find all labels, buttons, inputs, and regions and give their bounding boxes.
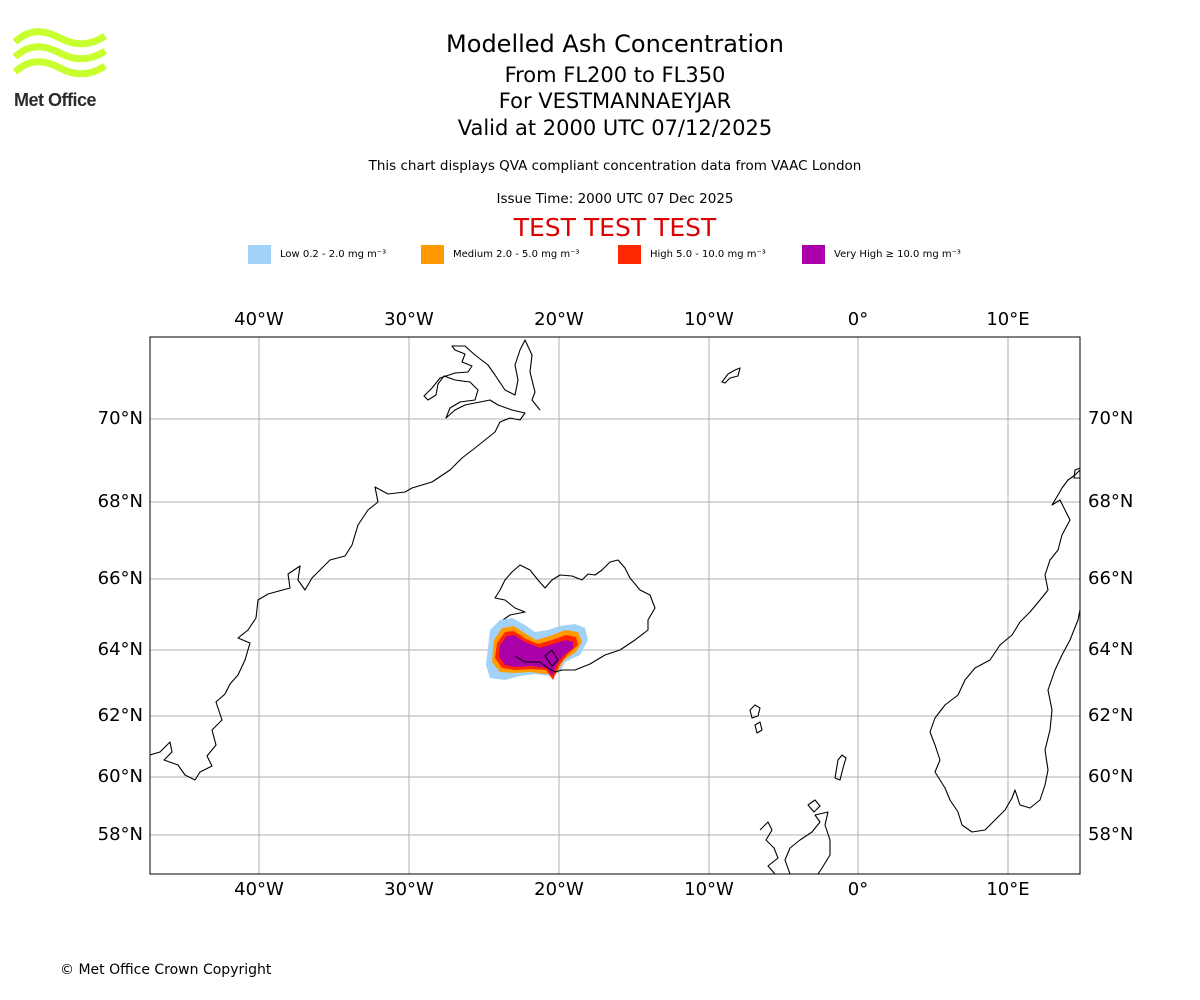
lat-label-left: 68°N bbox=[97, 491, 143, 512]
lon-label-top: 20°W bbox=[534, 309, 584, 330]
lon-label-bottom: 10°W bbox=[684, 879, 734, 900]
legend-swatch-high bbox=[618, 244, 641, 264]
lat-label-right: 68°N bbox=[1088, 491, 1134, 512]
lon-label-bottom: 40°W bbox=[234, 879, 284, 900]
map-frame bbox=[149, 336, 1081, 875]
valid-time: Valid at 2000 UTC 07/12/2025 bbox=[457, 116, 773, 140]
legend-label-low: Low 0.2 - 2.0 mg m⁻³ bbox=[280, 248, 387, 260]
lat-label-right: 66°N bbox=[1088, 568, 1134, 589]
legend-swatch-low bbox=[248, 244, 271, 264]
lon-label-top: 10°E bbox=[986, 309, 1030, 330]
lon-label-top: 30°W bbox=[384, 309, 434, 330]
legend-label-medium: Medium 2.0 - 5.0 mg m⁻³ bbox=[453, 248, 580, 260]
met-office-logo-icon bbox=[12, 28, 107, 78]
flight-levels: From FL200 to FL350 bbox=[504, 63, 726, 87]
legend-high: High 5.0 - 10.0 mg m⁻³ bbox=[618, 244, 766, 264]
lat-label-left: 64°N bbox=[97, 639, 143, 660]
lon-label-bottom: 0° bbox=[847, 879, 869, 900]
legend-low: Low 0.2 - 2.0 mg m⁻³ bbox=[248, 244, 386, 264]
lon-label-top: 10°W bbox=[684, 309, 734, 330]
lat-label-right: 58°N bbox=[1088, 824, 1134, 845]
legend-medium: Medium 2.0 - 5.0 mg m⁻³ bbox=[421, 244, 579, 264]
coast-shetland bbox=[834, 754, 847, 781]
lon-label-bottom: 10°E bbox=[986, 879, 1030, 900]
lat-label-left: 70°N bbox=[97, 408, 143, 429]
legend-label-very-high: Very High ≥ 10.0 mg m⁻³ bbox=[834, 248, 961, 260]
legend-swatch-medium bbox=[421, 244, 444, 264]
legend-very-high: Very High ≥ 10.0 mg m⁻³ bbox=[802, 244, 961, 264]
coast-jan-mayen bbox=[721, 367, 741, 384]
coastlines bbox=[150, 339, 1080, 874]
coast-iceland-over-plume bbox=[514, 649, 563, 673]
location-label: For VESTMANNAEYJAR bbox=[498, 89, 732, 113]
lat-label-right: 60°N bbox=[1088, 766, 1134, 787]
lat-label-left: 60°N bbox=[97, 766, 143, 787]
coast-faroe bbox=[749, 704, 763, 734]
coast-ne-fragment bbox=[1073, 467, 1080, 479]
ash-very-high bbox=[499, 635, 573, 676]
lat-label-right: 70°N bbox=[1088, 408, 1134, 429]
test-banner: TEST TEST TEST bbox=[513, 213, 717, 242]
graticule bbox=[150, 337, 1080, 874]
lat-label-left: 58°N bbox=[97, 824, 143, 845]
coast-scotland bbox=[759, 811, 831, 874]
lon-label-bottom: 20°W bbox=[534, 879, 584, 900]
lat-label-left: 62°N bbox=[97, 705, 143, 726]
lon-label-top: 40°W bbox=[234, 309, 284, 330]
lat-label-right: 64°N bbox=[1088, 639, 1134, 660]
lon-label-bottom: 30°W bbox=[384, 879, 434, 900]
lon-label-top: 0° bbox=[847, 309, 869, 330]
chart-title: Modelled Ash Concentration bbox=[446, 30, 784, 58]
ash-plume bbox=[486, 618, 588, 680]
coast-orkney bbox=[807, 799, 821, 813]
lat-label-right: 62°N bbox=[1088, 705, 1134, 726]
coast-greenland bbox=[150, 339, 541, 781]
legend-swatch-very-high bbox=[802, 244, 825, 264]
issue-time: Issue Time: 2000 UTC 07 Dec 2025 bbox=[496, 191, 734, 207]
chart-description: This chart displays QVA compliant concen… bbox=[368, 158, 862, 174]
copyright: © Met Office Crown Copyright bbox=[60, 962, 272, 978]
legend-label-high: High 5.0 - 10.0 mg m⁻³ bbox=[650, 248, 766, 260]
logo-text: Met Office bbox=[14, 90, 97, 110]
lat-label-left: 66°N bbox=[97, 568, 143, 589]
coast-norway bbox=[929, 469, 1080, 833]
